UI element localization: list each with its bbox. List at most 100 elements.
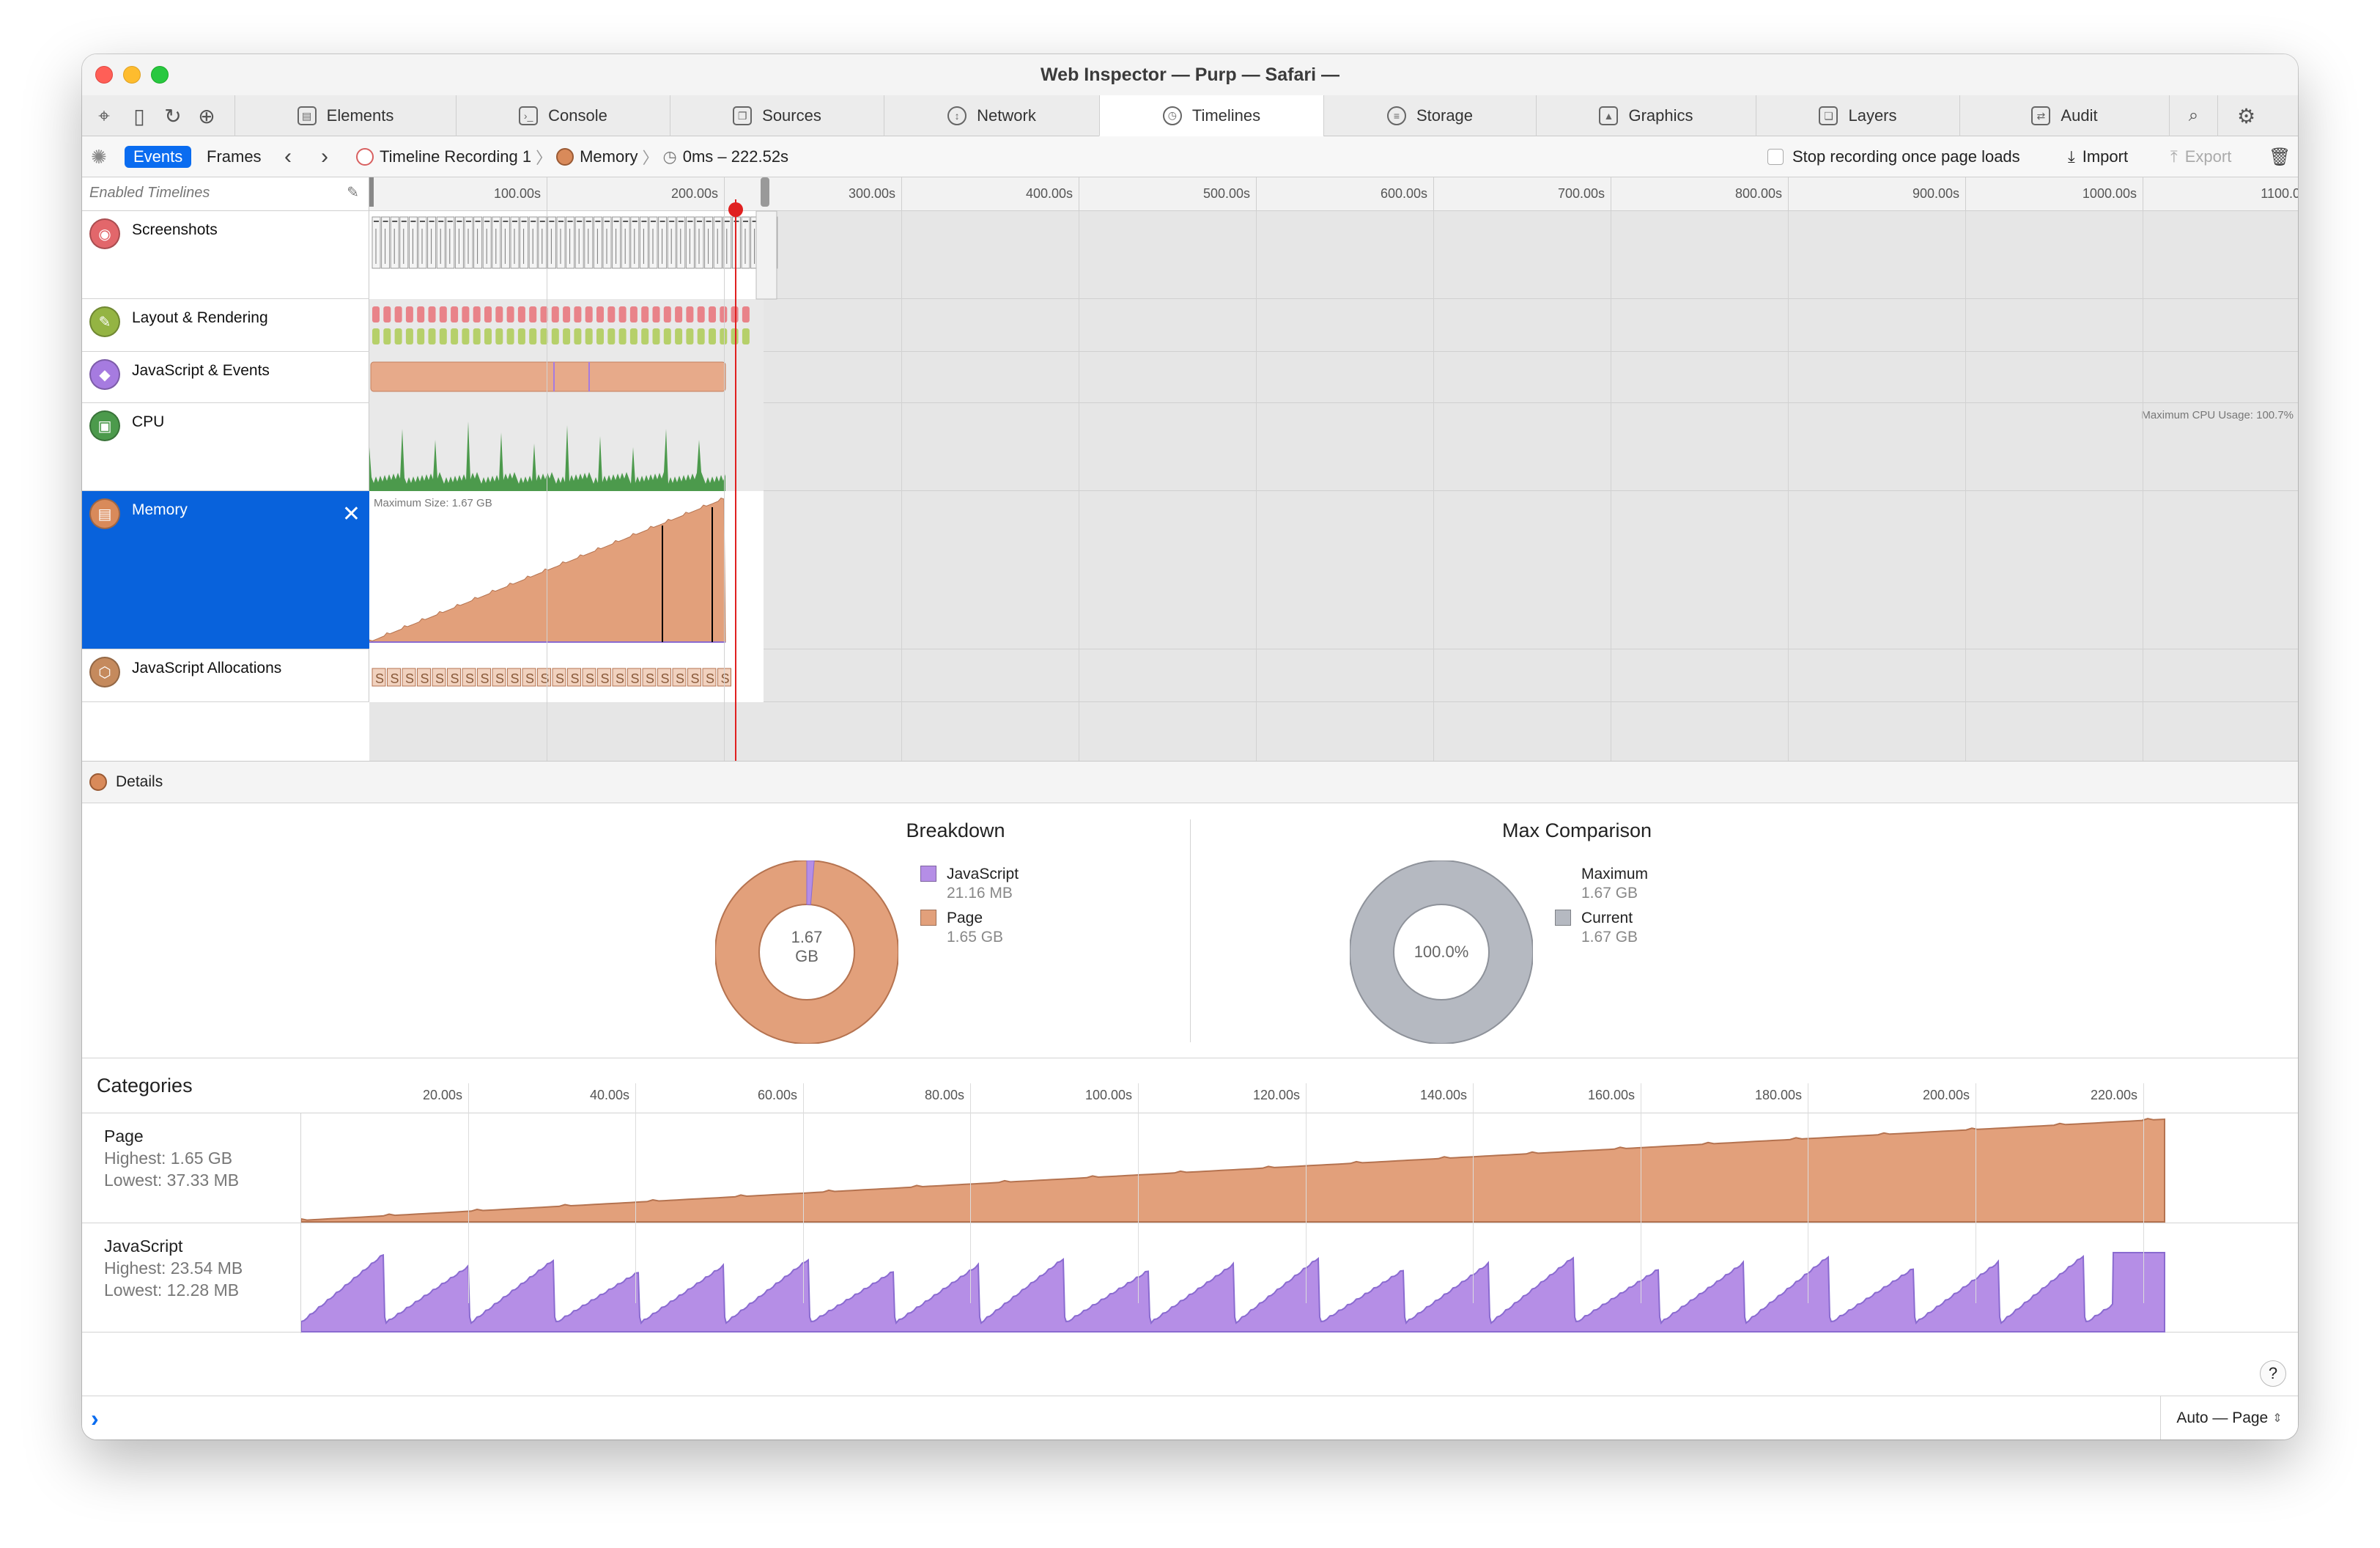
camera-icon: ◉	[89, 218, 120, 249]
ruler-tick-label: 900.00s	[1912, 186, 1959, 201]
layout-record	[585, 306, 593, 322]
cube-icon: ⬡	[89, 657, 120, 688]
tab-sources[interactable]: ❐ Sources	[670, 95, 884, 136]
timeline-ruler[interactable]: 100.00s 200.00s 300.00s 400.00s 500.00s 600.0…	[369, 177, 2298, 211]
heap-snapshot-label: S	[691, 671, 700, 686]
close-window-button[interactable]	[95, 66, 113, 84]
edit-pencil-icon[interactable]: ✎	[347, 185, 359, 201]
recording-spinner-icon[interactable]: ✺	[91, 145, 107, 168]
enabled-timelines-header[interactable]: Enabled Timelines ✎	[82, 177, 369, 211]
heap-snapshot-marker	[537, 668, 551, 687]
import-button[interactable]: ⤓ Import	[2068, 136, 2128, 177]
clock-icon: ◷	[662, 147, 677, 166]
back-button[interactable]: ‹	[284, 144, 292, 169]
heap-snapshot-label: S	[646, 671, 654, 686]
console-prompt-icon[interactable]: ›	[91, 1405, 99, 1431]
heap-snapshot-marker	[627, 668, 641, 687]
category-highest: Highest: 23.54 MB	[104, 1258, 243, 1278]
frames-toggle[interactable]: Frames	[207, 136, 262, 177]
grid-line	[1433, 211, 1434, 761]
maximize-window-button[interactable]	[151, 66, 169, 84]
forward-button[interactable]: ›	[321, 144, 328, 169]
timeline-row-allocations[interactable]: ⬡ JavaScript Allocations	[82, 649, 369, 702]
timeline-row-javascript[interactable]: ◆ JavaScript & Events	[82, 352, 369, 403]
memory-usage-area	[369, 497, 726, 643]
screenshot-thumbnail	[390, 216, 399, 269]
tab-label: Graphics	[1628, 106, 1693, 125]
console-prompt-bar[interactable]: › Auto — Page ⇕	[82, 1396, 2298, 1440]
search-tab[interactable]: ⌕	[2169, 95, 2217, 136]
legend-swatch	[1555, 910, 1571, 926]
max-comparison-legend: Maximum 1.67 GB Current 1.67 GB	[1555, 865, 1648, 947]
donut-slice-javascript	[806, 860, 815, 905]
close-icon[interactable]: ✕	[341, 502, 361, 526]
crosshair-icon[interactable]: ⌖	[98, 103, 110, 127]
paint-record	[607, 328, 616, 344]
export-button[interactable]: ⤒ Export	[2170, 136, 2231, 177]
category-grid-line	[970, 1083, 971, 1303]
ruler-tick	[1433, 177, 1434, 211]
trash-icon[interactable]: 🗑	[2269, 147, 2291, 167]
timeline-row-screenshots[interactable]: ◉ Screenshots	[82, 211, 369, 299]
minimize-window-button[interactable]	[123, 66, 141, 84]
layout-record	[540, 306, 548, 322]
console-icon: ›_	[519, 106, 539, 125]
legend-label: JavaScript	[947, 866, 1019, 882]
breakdown-donut	[715, 860, 898, 1044]
tab-console[interactable]: ›_ Console	[456, 95, 670, 136]
tab-layers[interactable]: ❏ Layers	[1756, 95, 1959, 136]
heap-snapshot-marker	[417, 668, 431, 687]
web-inspector-window: Web Inspector — Purp — Safari — ⌖ ▯ ↻ ⊕ …	[82, 54, 2298, 1440]
tab-graphics[interactable]: ▲ Graphics	[1536, 95, 1756, 136]
breakdown-center-unit: GB	[795, 947, 818, 965]
tab-timelines[interactable]: ◷ Timelines	[1099, 95, 1323, 136]
legend-item-current: Current	[1555, 909, 1648, 928]
screenshot-thumbnail	[500, 216, 510, 269]
sources-icon: ❐	[733, 106, 753, 125]
download-icon[interactable]: ⊕	[198, 104, 215, 128]
heap-snapshot-label: S	[511, 671, 520, 686]
paint-record	[372, 328, 380, 344]
paint-record	[686, 328, 694, 344]
timeline-row-layout[interactable]: ✎ Layout & Rendering	[82, 299, 369, 352]
heap-snapshot-label: S	[541, 671, 550, 686]
tab-label: Storage	[1416, 106, 1474, 125]
cpu-icon: ▣	[89, 410, 120, 441]
heap-snapshot-marker	[612, 668, 627, 687]
category-lowest: Lowest: 37.33 MB	[104, 1171, 240, 1190]
layout-record	[618, 306, 627, 322]
export-icon: ⤒	[2170, 147, 2178, 166]
tab-audit[interactable]: ⇄ Audit	[1959, 95, 2169, 136]
enabled-timelines-label: Enabled Timelines	[89, 185, 210, 201]
tab-elements[interactable]: ▤ Elements	[234, 95, 456, 136]
events-toggle[interactable]: Events	[125, 136, 192, 177]
stop-recording-option[interactable]: Stop recording once page loads	[1767, 136, 2020, 177]
heap-snapshot-label: S	[571, 671, 580, 686]
tab-network[interactable]: ↕ Network	[884, 95, 1099, 136]
category-row-javascript: JavaScript Highest: 23.54 MB Lowest: 12.…	[82, 1223, 2298, 1333]
layout-record	[372, 306, 380, 322]
settings-tab[interactable]: ⚙	[2217, 95, 2298, 136]
reload-icon[interactable]: ↻	[164, 104, 182, 128]
tab-label: Sources	[762, 106, 821, 125]
breadcrumb-range[interactable]: 0ms – 222.52s	[682, 147, 789, 166]
help-button[interactable]: ?	[2260, 1360, 2286, 1387]
stop-recording-checkbox[interactable]	[1767, 149, 1784, 165]
device-icon[interactable]: ▯	[133, 104, 145, 128]
category-tick-label: 180.00s	[1754, 1088, 1802, 1102]
breadcrumb-memory[interactable]: Memory	[580, 147, 638, 166]
memory-icon: ▤	[89, 498, 120, 529]
layout-record	[462, 306, 470, 322]
heap-snapshot-marker	[462, 668, 476, 687]
max-comparison-center: 100.0%	[1413, 943, 1469, 961]
category-grid-line	[803, 1083, 804, 1303]
breadcrumb-recording[interactable]: Timeline Recording 1	[380, 147, 532, 166]
timeline-row-cpu[interactable]: ▣ CPU	[82, 403, 369, 491]
tab-storage[interactable]: ≡ Storage	[1323, 95, 1536, 136]
timeline-graphs[interactable]: 100.00s 200.00s 300.00s 400.00s 500.00s 600.0…	[369, 177, 2298, 761]
selection-handle-left	[369, 177, 374, 207]
heap-snapshot-label: S	[481, 671, 489, 686]
ruler-tick-label: 200.00s	[670, 186, 718, 201]
timeline-row-memory[interactable]: ▤ Memory ✕	[82, 491, 369, 649]
execution-context-select[interactable]: Auto — Page ⇕	[2160, 1396, 2298, 1440]
